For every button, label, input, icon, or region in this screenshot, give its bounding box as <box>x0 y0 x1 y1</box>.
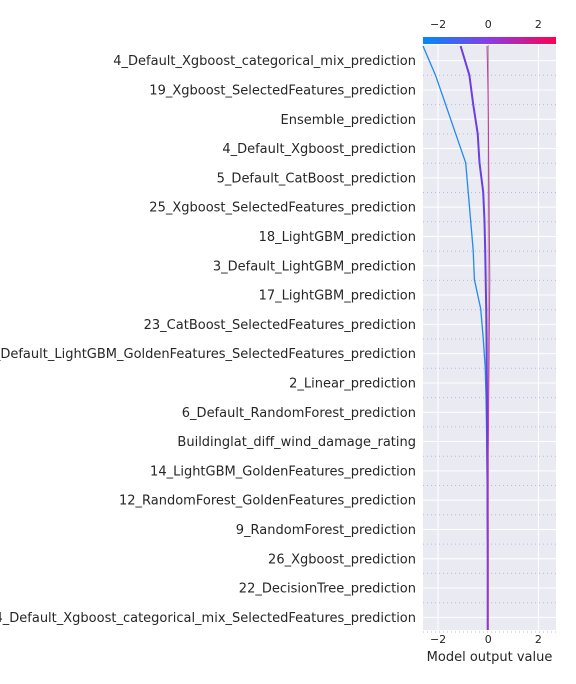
x-tick-label-top: 0 <box>485 18 492 31</box>
x-tick-label-bottom: −2 <box>430 633 446 646</box>
feature-label: 2_Linear_prediction <box>289 376 416 391</box>
decision-line <box>486 45 491 630</box>
x-tick-label-top: −2 <box>430 18 446 31</box>
feature-label: 19_Xgboost_SelectedFeatures_prediction <box>149 83 416 98</box>
x-tick-label-top: 2 <box>535 18 542 31</box>
x-axis-title: Model output value <box>427 650 553 665</box>
feature-label: 25_Xgboost_SelectedFeatures_prediction <box>149 201 416 216</box>
feature-label: 12_RandomForest_GoldenFeatures_predictio… <box>119 494 416 509</box>
feature-label: 3_Default_LightGBM_prediction <box>213 259 416 274</box>
colorbar <box>423 37 556 44</box>
feature-label: 4_Default_Xgboost_prediction <box>222 142 416 157</box>
x-tick-label-bottom: 0 <box>485 633 492 646</box>
feature-label: 5_Default_CatBoost_prediction <box>217 171 416 186</box>
feature-label: 4_Default_Xgboost_categorical_mix_predic… <box>113 54 416 69</box>
feature-label: 22_DecisionTree_prediction <box>239 582 416 597</box>
colorbar-gradient <box>423 37 556 44</box>
feature-label: 17_LightGBM_prediction <box>259 289 416 304</box>
x-ticks: −2 −2 0 0 2 2 <box>430 18 542 646</box>
feature-label: 6_Default_RandomForest_prediction <box>182 406 416 421</box>
feature-label: 9_RandomForest_prediction <box>236 523 416 538</box>
feature-label: 14_LightGBM_GoldenFeatures_prediction <box>150 464 416 479</box>
feature-label: 3_Default_LightGBM_GoldenFeatures_Select… <box>0 347 416 362</box>
feature-label: 4_Default_Xgboost_categorical_mix_Select… <box>0 611 416 626</box>
feature-label: Ensemble_prediction <box>281 113 416 128</box>
feature-labels: 4_Default_Xgboost_categorical_mix_predic… <box>0 54 416 626</box>
decision-lines <box>422 45 491 630</box>
decision-line <box>459 45 489 630</box>
feature-label: 23_CatBoost_SelectedFeatures_prediction <box>144 318 416 333</box>
feature-label: 18_LightGBM_prediction <box>259 230 416 245</box>
feature-label: 26_Xgboost_prediction <box>268 552 416 567</box>
x-tick-label-bottom: 2 <box>535 633 542 646</box>
feature-label: Buildinglat_diff_wind_damage_rating <box>177 435 416 450</box>
